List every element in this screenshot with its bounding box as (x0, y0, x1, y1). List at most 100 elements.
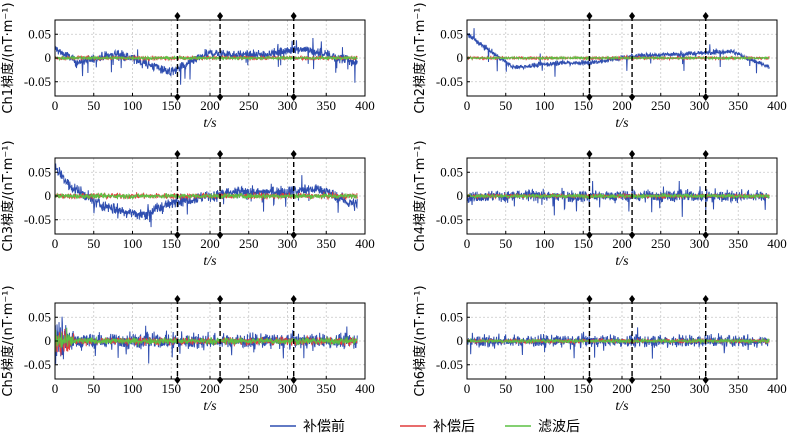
x-tick-label: 200 (200, 98, 220, 113)
x-tick-label: 250 (651, 98, 671, 113)
x-tick-label: 250 (239, 381, 259, 396)
event-marker-diamond (217, 295, 224, 303)
x-axis-label: t/s (203, 399, 217, 414)
x-tick-label: 50 (499, 381, 512, 396)
series-before (467, 327, 770, 359)
x-tick-label: 100 (123, 98, 143, 113)
event-marker-diamond (290, 231, 297, 239)
event-marker-diamond (290, 150, 297, 158)
event-marker-diamond (629, 12, 636, 20)
x-tick-label: 200 (612, 98, 632, 113)
event-marker-diamond (217, 231, 224, 239)
x-tick-label: 100 (535, 98, 555, 113)
x-tick-label: 50 (87, 236, 100, 251)
x-tick-label: 400 (355, 236, 375, 251)
event-marker-diamond (217, 93, 224, 101)
y-tick-label: 0.05 (440, 309, 463, 324)
chart-panel-ch3: 0 50 100 150 200 250 300 350 4000.050-0.05Ch3梯度/… (0, 140, 375, 269)
event-marker-diamond (702, 150, 709, 158)
y-tick-label: 0 (457, 333, 464, 348)
x-tick-label: 50 (499, 98, 512, 113)
x-tick-label: 250 (651, 381, 671, 396)
event-marker-diamond (586, 376, 593, 384)
x-tick-label: 300 (690, 381, 710, 396)
event-marker-diamond (174, 376, 181, 384)
x-tick-label: 200 (612, 381, 632, 396)
legend: 补偿前 补偿后 滤波后 (270, 418, 580, 435)
x-tick-label: 350 (729, 98, 749, 113)
event-marker-diamond (290, 12, 297, 20)
x-axis-label: t/s (203, 254, 217, 269)
x-tick-label: 300 (690, 236, 710, 251)
y-tick-label: 0.05 (28, 309, 51, 324)
legend-label: 滤波后 (538, 419, 580, 435)
event-marker-diamond (174, 150, 181, 158)
x-tick-label: 300 (278, 381, 298, 396)
event-marker-diamond (174, 12, 181, 20)
event-marker-diamond (629, 295, 636, 303)
x-tick-label: 400 (355, 98, 375, 113)
x-tick-label: 50 (87, 98, 100, 113)
x-tick-label: 350 (317, 236, 337, 251)
y-tick-label: -0.05 (436, 357, 463, 372)
event-marker-diamond (629, 376, 636, 384)
y-tick-label: 0 (45, 188, 52, 203)
series-before (55, 37, 358, 85)
x-tick-label: 350 (729, 381, 749, 396)
event-marker-diamond (290, 93, 297, 101)
y-axis-label: Ch6梯度/(nT·m⁻¹) (412, 285, 428, 396)
legend-item: 补偿前 (270, 418, 345, 435)
x-tick-label: 200 (612, 236, 632, 251)
x-tick-label: 150 (574, 98, 594, 113)
event-marker-diamond (174, 93, 181, 101)
y-axis-label: Ch5梯度/(nT·m⁻¹) (0, 285, 16, 396)
series-filtered (55, 192, 358, 200)
event-marker-diamond (217, 376, 224, 384)
x-tick-label: 0 (464, 381, 471, 396)
series-filtered (55, 54, 358, 62)
y-tick-label: 0.05 (28, 164, 51, 179)
x-axis-label: t/s (615, 254, 629, 269)
series-filtered (55, 327, 358, 353)
series-filtered (467, 55, 770, 61)
series-filtered (467, 337, 770, 345)
x-tick-label: 300 (278, 236, 298, 251)
event-marker-diamond (702, 93, 709, 101)
x-tick-label: 0 (52, 381, 59, 396)
x-tick-label: 200 (200, 381, 220, 396)
y-tick-label: -0.05 (24, 74, 51, 89)
event-marker-diamond (629, 231, 636, 239)
chart-panel-ch1: 0 50 100 150 200 250 300 350 4000.050-0.05Ch1梯度/… (0, 2, 375, 131)
event-marker-diamond (290, 295, 297, 303)
event-marker-diamond (586, 93, 593, 101)
event-marker-diamond (290, 376, 297, 384)
legend-item: 滤波后 (505, 419, 580, 435)
y-tick-label: 0 (45, 50, 52, 65)
y-tick-label: -0.05 (24, 357, 51, 372)
chart-panel-ch2: 0 50 100 150 200 250 300 350 4000.050-0.05Ch2梯度/… (412, 2, 787, 131)
x-tick-label: 150 (574, 236, 594, 251)
event-marker-diamond (702, 376, 709, 384)
x-tick-label: 350 (317, 381, 337, 396)
y-tick-label: 0.05 (440, 164, 463, 179)
chart-panel-ch4: 0 50 100 150 200 250 300 350 4000.050-0.05Ch4梯度/… (412, 140, 787, 269)
series-filtered (467, 192, 770, 200)
y-tick-label: 0 (45, 333, 52, 348)
event-marker-diamond (702, 231, 709, 239)
y-axis-label: Ch3梯度/(nT·m⁻¹) (0, 140, 16, 251)
y-axis-label: Ch4梯度/(nT·m⁻¹) (412, 140, 428, 251)
y-axis-label: Ch1梯度/(nT·m⁻¹) (0, 2, 16, 113)
event-marker-diamond (217, 12, 224, 20)
event-marker-diamond (702, 12, 709, 20)
event-marker-diamond (586, 295, 593, 303)
x-tick-label: 250 (239, 98, 259, 113)
event-marker-diamond (586, 231, 593, 239)
x-tick-label: 400 (355, 381, 375, 396)
x-tick-label: 400 (767, 98, 787, 113)
y-tick-label: -0.05 (24, 212, 51, 227)
x-tick-label: 0 (52, 236, 59, 251)
y-tick-label: -0.05 (436, 212, 463, 227)
x-tick-label: 250 (651, 236, 671, 251)
x-tick-label: 150 (162, 236, 182, 251)
